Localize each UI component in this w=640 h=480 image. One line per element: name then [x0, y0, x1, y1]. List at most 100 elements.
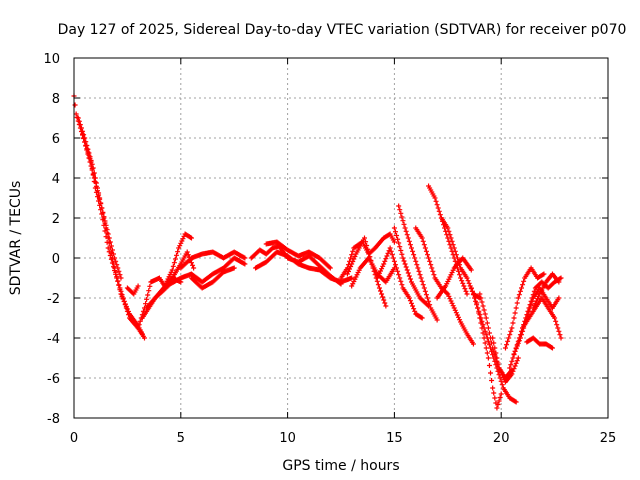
data-point	[81, 135, 87, 141]
x-tick-label: 0	[70, 431, 78, 446]
data-point	[363, 239, 369, 245]
data-point	[483, 332, 489, 338]
data-point	[421, 242, 427, 248]
data-point	[509, 358, 515, 364]
data-point	[520, 282, 526, 288]
data-point	[521, 278, 527, 284]
data-point	[426, 298, 432, 304]
data-point	[512, 310, 518, 316]
data-point	[137, 318, 143, 324]
data-point	[410, 303, 416, 309]
data-point	[106, 235, 112, 241]
data-point	[361, 235, 367, 241]
data-point	[399, 214, 405, 220]
data-point	[395, 236, 401, 242]
data-point	[465, 278, 471, 284]
data-point	[86, 155, 92, 161]
data-point	[509, 325, 515, 331]
data-point	[466, 280, 472, 286]
data-point	[432, 195, 438, 201]
data-point	[425, 295, 431, 301]
data-point	[378, 288, 384, 294]
y-tick-label: 2	[52, 212, 60, 227]
data-point	[473, 295, 479, 301]
data-point	[491, 340, 497, 346]
data-point	[511, 351, 517, 357]
data-point	[365, 246, 371, 252]
data-point	[188, 235, 194, 241]
data-point	[395, 268, 401, 274]
data-point	[481, 307, 487, 313]
data-point	[75, 115, 81, 121]
data-point	[231, 265, 237, 271]
data-point	[516, 292, 522, 298]
data-point	[396, 203, 402, 209]
data-point	[514, 358, 520, 364]
data-point	[397, 275, 403, 281]
data-point	[398, 278, 404, 284]
data-point	[141, 335, 147, 341]
data-point	[399, 251, 405, 257]
data-point	[410, 248, 416, 254]
data-point	[425, 252, 431, 258]
data-point	[436, 208, 442, 214]
data-point	[188, 260, 194, 266]
data-point	[464, 291, 470, 297]
data-point	[121, 299, 127, 304]
data-point	[422, 245, 428, 251]
data-point	[557, 332, 563, 338]
data-point	[452, 248, 458, 254]
data-point	[435, 205, 441, 211]
data-point	[408, 300, 414, 306]
data-point	[111, 251, 117, 257]
data-point	[480, 303, 486, 309]
data-point	[366, 250, 372, 256]
data-point	[396, 272, 402, 278]
data-point	[172, 256, 178, 262]
data-point	[113, 269, 119, 275]
data-point	[87, 159, 93, 165]
data-point	[392, 262, 398, 268]
data-point	[475, 305, 481, 311]
data-point	[510, 320, 516, 326]
data-point	[191, 265, 197, 271]
data-point	[483, 315, 489, 321]
x-tick-label: 10	[279, 431, 296, 446]
data-point	[117, 272, 123, 278]
data-point	[518, 332, 524, 338]
data-point	[109, 247, 115, 253]
data-point	[498, 391, 504, 397]
data-point	[391, 239, 397, 245]
data-point	[399, 282, 405, 288]
data-point	[412, 255, 418, 261]
data-point	[464, 275, 470, 281]
data-point	[459, 278, 465, 284]
data-point	[382, 258, 388, 264]
data-point	[493, 350, 499, 356]
data-point	[511, 366, 517, 372]
data-point	[145, 292, 151, 298]
data-point	[403, 264, 409, 270]
data-point	[90, 171, 96, 177]
data-point	[490, 335, 496, 341]
data-point	[99, 205, 105, 211]
data-point	[509, 371, 515, 377]
data-point	[486, 330, 492, 336]
data-point	[242, 261, 248, 267]
data-point	[116, 268, 122, 274]
data-point	[116, 282, 122, 288]
data-point	[135, 283, 141, 289]
data-point	[88, 163, 94, 169]
data-point	[431, 272, 437, 278]
data-point	[526, 308, 532, 314]
data-point	[387, 245, 393, 251]
data-point	[446, 228, 452, 234]
data-point	[78, 125, 84, 131]
data-point	[433, 198, 439, 204]
y-tick-label: 6	[52, 132, 60, 147]
data-point	[400, 218, 406, 224]
data-point	[418, 275, 424, 281]
data-point	[447, 232, 453, 238]
data-point	[412, 308, 418, 314]
